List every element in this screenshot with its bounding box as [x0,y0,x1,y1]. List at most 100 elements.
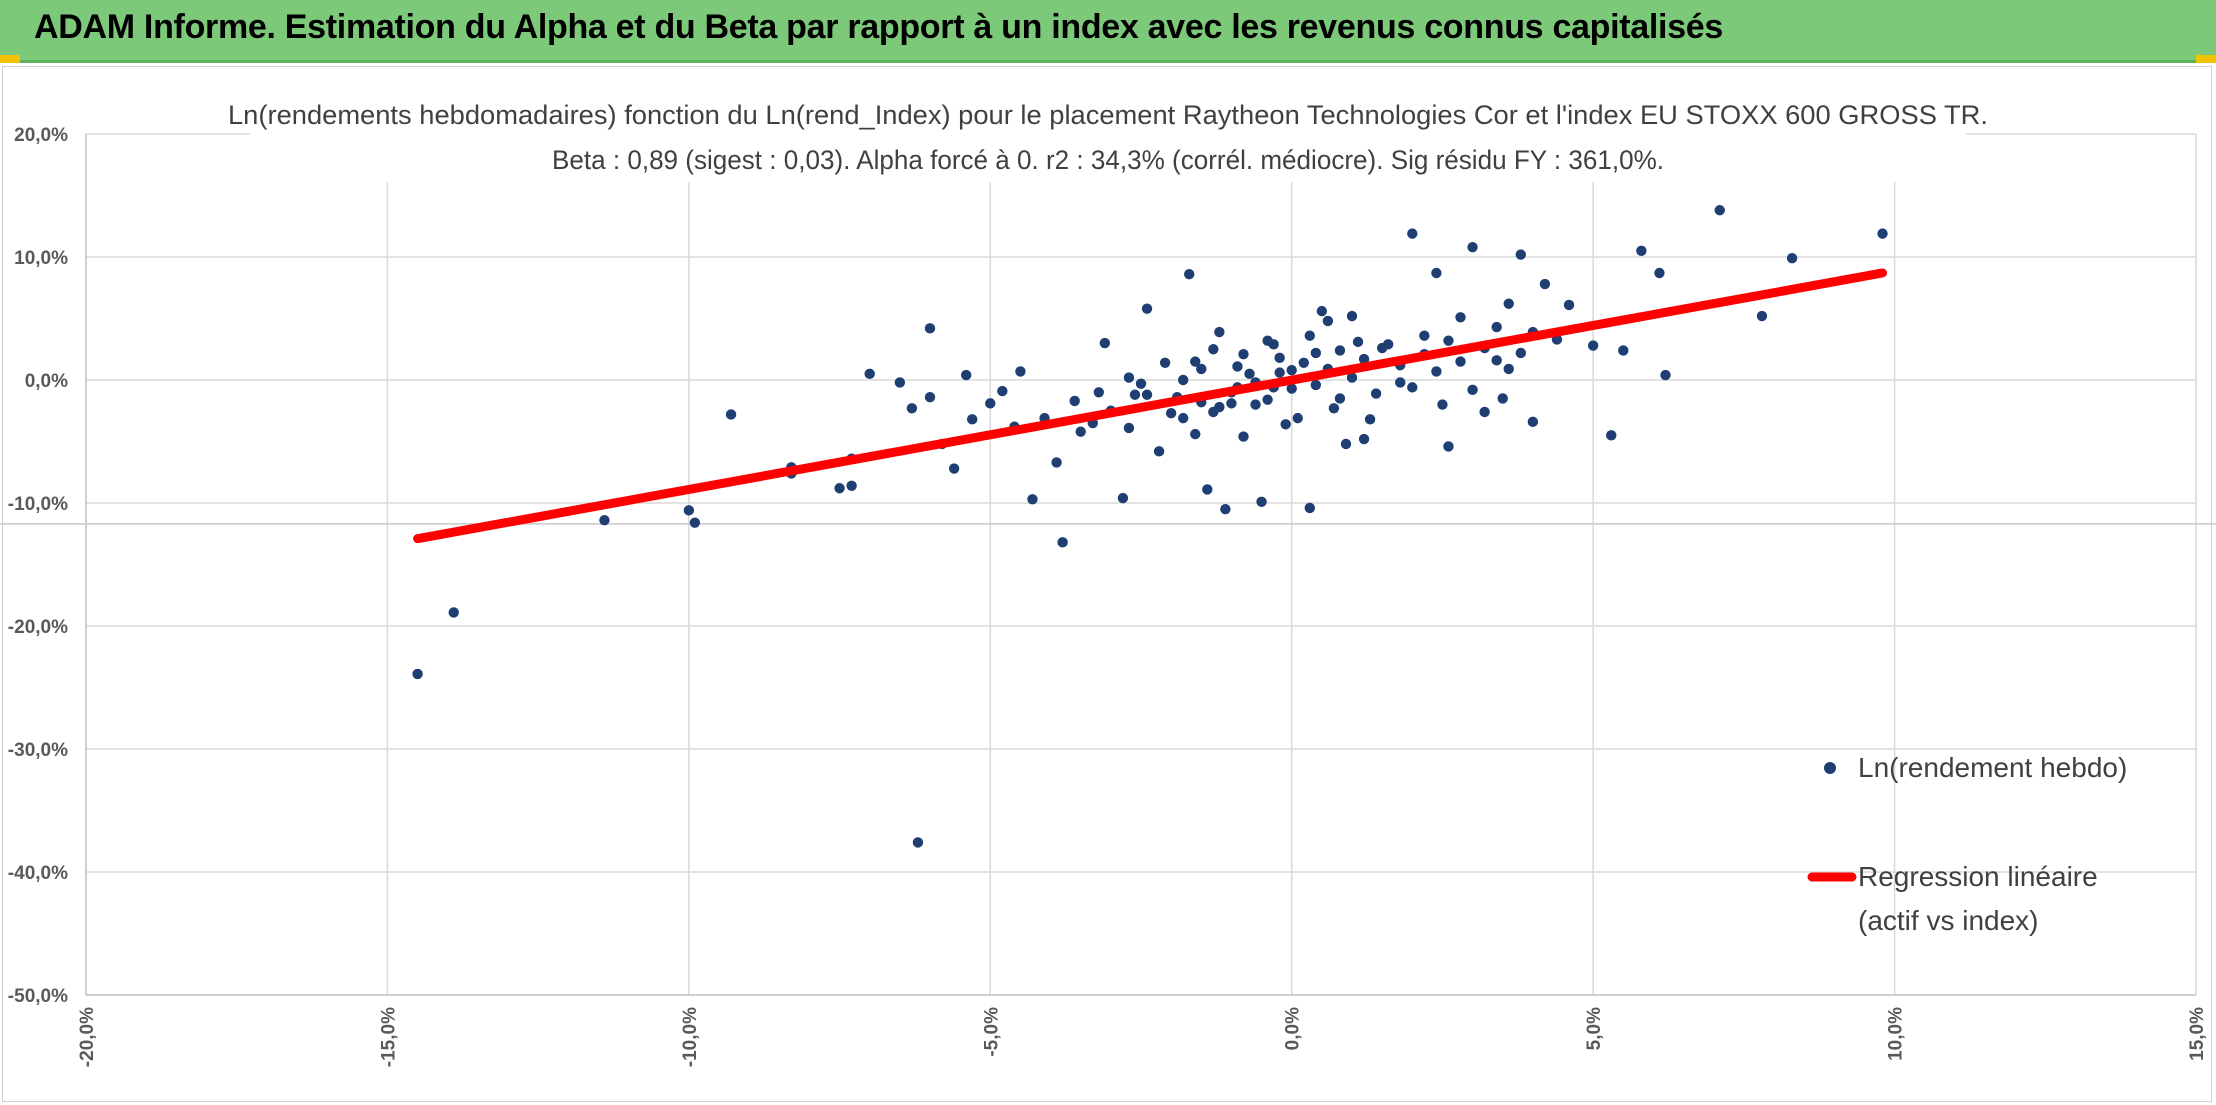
data-point [1328,403,1340,414]
data-point [1226,398,1237,409]
data-point [1274,352,1285,364]
data-point [1539,278,1551,290]
data-point [1244,368,1255,380]
data-point [1654,267,1665,279]
data-point [1123,372,1135,383]
data-point [1262,394,1273,405]
data-point [1515,347,1527,359]
x-tick-label: -10,0% [680,1007,701,1067]
data-point [1214,326,1225,338]
data-point [1304,502,1316,514]
data-point [1220,503,1231,515]
data-point [1431,267,1442,279]
data-point [1395,377,1406,388]
data-point [906,403,918,414]
x-tick-label: 0,0% [1283,1007,1304,1050]
data-point [1370,388,1382,399]
scatter-chart: 20,0% 10,0% 0,0% -10,0% -20,0% -30,0% -40,0% -5… [0,90,2216,1067]
data-point [1256,496,1267,507]
data-point [1141,389,1153,400]
data-point [960,369,972,381]
data-point [1027,494,1038,505]
data-point [1274,367,1285,378]
data-point [1334,345,1346,356]
data-point [1443,441,1454,452]
data-point [599,515,610,526]
data-point [1515,249,1527,260]
data-point [1298,357,1309,368]
data-point [1503,363,1514,375]
data-point [1660,369,1671,381]
title-background [250,90,1966,182]
data-point [1419,330,1430,341]
data-point [1202,484,1213,495]
data-point [1238,348,1249,360]
data-point [1346,372,1358,383]
data-point [1467,241,1478,253]
data-point [1280,419,1291,430]
data-point [985,398,996,409]
data-point [1196,363,1207,375]
data-point [1304,330,1316,341]
data-point [412,668,423,680]
data-point [1714,205,1725,216]
data-point [1334,393,1346,404]
legend-marker-points [1824,762,1836,774]
data-point [1250,399,1261,410]
data-point [1497,393,1508,404]
legend-label-points: Ln(rendement hebdo) [1858,752,2127,783]
y-tick-label: -10,0% [8,494,68,515]
data-point [1141,303,1153,314]
data-point [1322,315,1334,327]
data-point [1358,433,1370,445]
data-point [924,392,936,403]
data-point [725,409,737,420]
data-point [1606,430,1617,441]
data-point [1382,339,1394,350]
y-tick-label: 20,0% [14,125,68,146]
y-tick-label: 0,0% [25,371,68,392]
data-point [1455,356,1466,367]
data-point [1184,269,1195,280]
data-point [1491,355,1502,366]
data-point [1057,537,1068,548]
data-point [912,837,924,848]
data-point [1178,374,1189,386]
data-point [1618,345,1629,356]
data-point [1075,426,1086,437]
x-tick-label: 10,0% [1886,1007,1907,1061]
chart-subtitle: Beta : 0,89 (sigest : 0,03). Alpha forcé… [552,145,1664,175]
corner-marker-right [2196,55,2216,63]
y-tick-label: 10,0% [14,248,68,269]
data-point [1208,406,1219,418]
data-point [1208,344,1219,355]
data-point [1563,299,1575,311]
data-point [1407,382,1418,393]
data-point [864,368,875,380]
data-point [1268,339,1279,350]
data-point [1316,305,1328,317]
data-point [924,323,936,334]
data-point [1467,384,1478,396]
data-point [1364,414,1376,425]
data-point [1165,408,1177,419]
data-point [1178,412,1189,424]
data-point [1340,438,1352,450]
data-point [1123,422,1135,434]
data-point [1431,366,1442,377]
data-point [1159,357,1171,368]
data-point [1099,337,1111,349]
data-point [1503,298,1514,309]
data-point [1443,335,1454,346]
data-point [1153,446,1165,457]
data-point [1286,383,1297,394]
corner-marker-left [0,55,20,63]
data-point [1238,431,1249,442]
legend-label-regression: Regression linéaire (actif vs index) [1858,861,2098,936]
data-point [1491,321,1502,333]
data-point [1190,356,1201,367]
data-point [448,607,459,618]
data-point [1286,364,1297,376]
data-point [1877,228,1888,239]
data-point [1190,428,1201,440]
